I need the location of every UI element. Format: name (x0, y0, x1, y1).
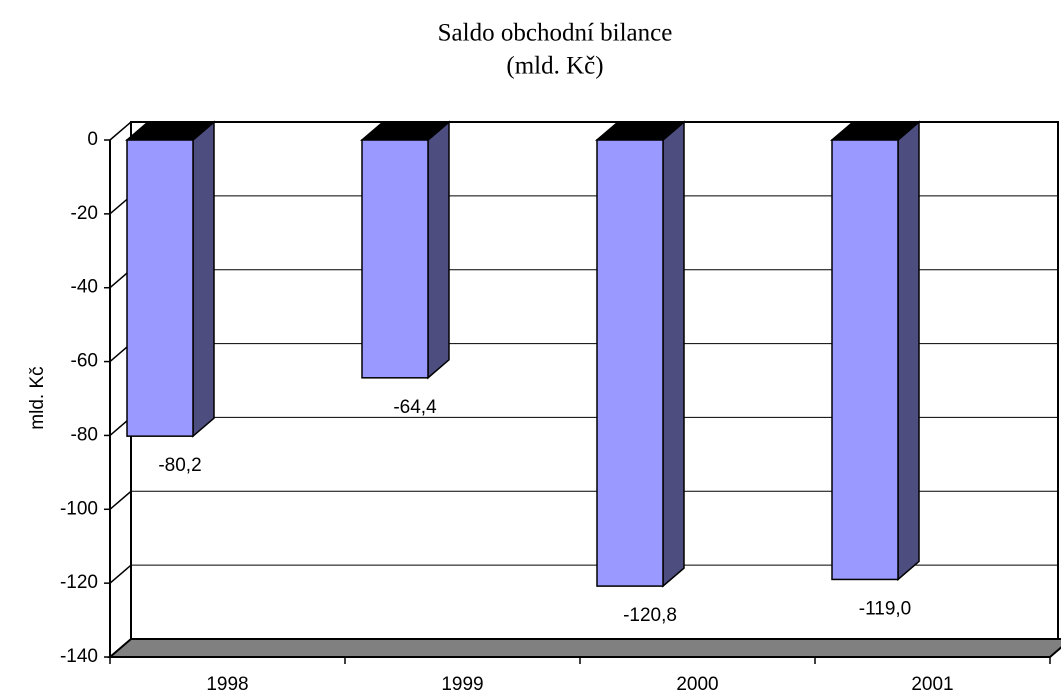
bar (126, 139, 194, 437)
grid-line-side (109, 638, 132, 658)
y-tick-label: -60 (71, 351, 98, 372)
value-label: -119,0 (859, 598, 911, 619)
x-tick-label: 2000 (676, 674, 718, 695)
y-axis-label: mld. Kč (27, 366, 48, 429)
y-tick-label: -120 (60, 572, 98, 593)
y-tick-label: -20 (71, 203, 98, 224)
x-tick-label: 2001 (911, 674, 953, 695)
bar (596, 139, 664, 587)
bar-side (192, 120, 215, 438)
bar (361, 139, 429, 379)
bar-side (897, 120, 920, 582)
y-tick-label: -100 (60, 498, 98, 519)
bar-side (662, 120, 685, 588)
x-tick-label: 1998 (206, 674, 248, 695)
value-label: -64,4 (393, 397, 437, 418)
y-tick-label: -40 (71, 277, 98, 298)
grid-line-side (109, 490, 132, 510)
grid-line-side (109, 121, 132, 141)
chart-title: Saldo obchodní bilance (438, 20, 673, 47)
bar-side (427, 120, 450, 380)
floor (107, 638, 1061, 658)
grid-line-side (109, 564, 132, 584)
bar (831, 139, 899, 581)
y-tick-label: -80 (71, 424, 98, 445)
chart-subtitle: (mld. Kč) (506, 53, 603, 80)
y-tick-label: 0 (87, 129, 98, 150)
value-label: -120,8 (623, 605, 677, 626)
value-label: -80,2 (158, 455, 201, 476)
x-tick-label: 1999 (441, 674, 483, 695)
y-tick-label: -140 (60, 646, 98, 667)
